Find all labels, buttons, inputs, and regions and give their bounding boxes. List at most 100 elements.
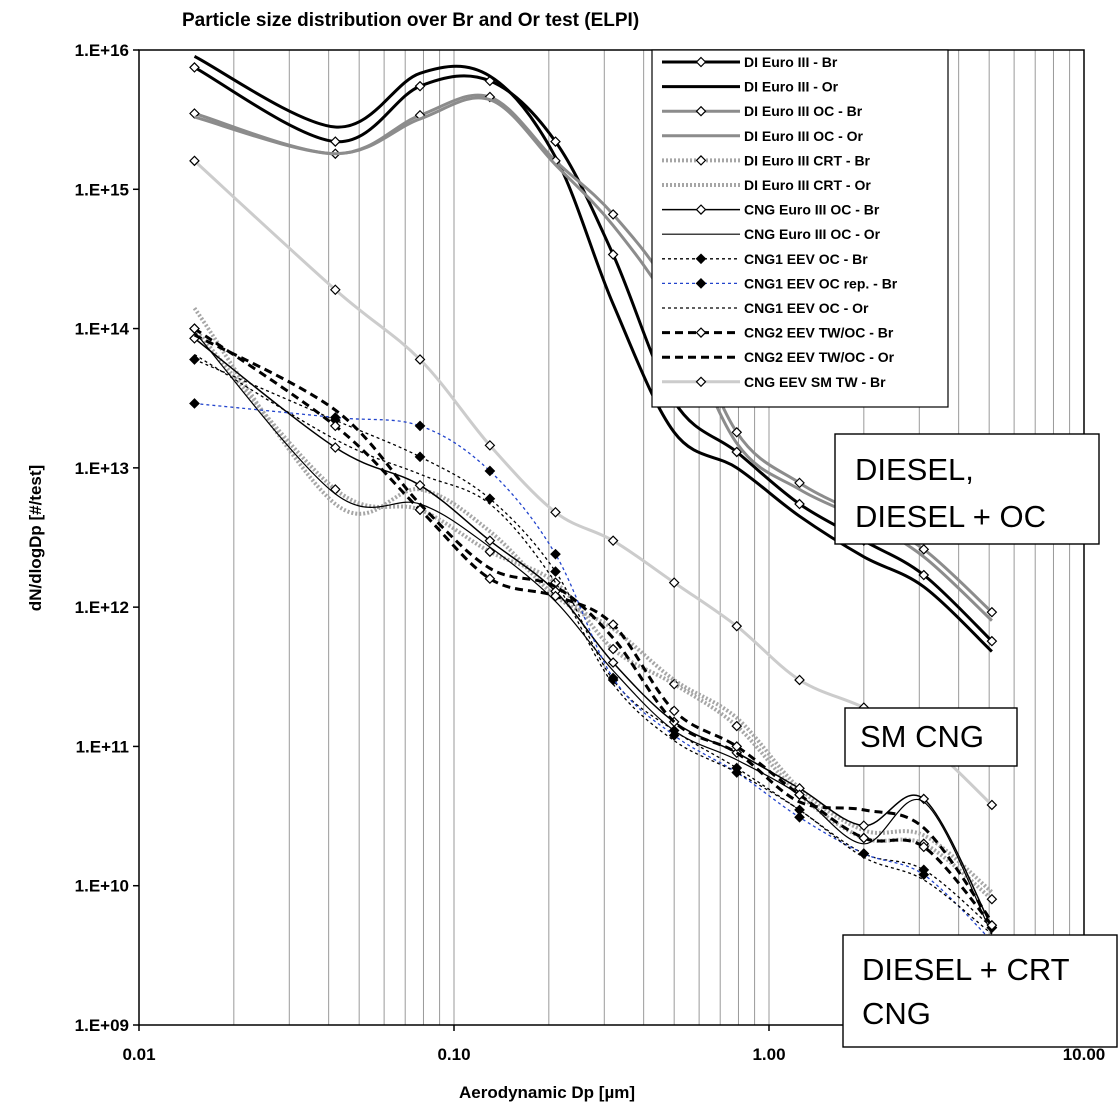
- legend-marker: [695, 327, 707, 338]
- legend-marker: [695, 105, 707, 117]
- series-line: [194, 354, 993, 935]
- legend-label: CNG Euro III OC - Br: [744, 202, 880, 218]
- data-point: [484, 573, 496, 585]
- series-line: [193, 327, 994, 927]
- data-point: [986, 635, 998, 647]
- series-4: [189, 323, 998, 905]
- data-point: [414, 420, 426, 432]
- legend-marker: [695, 253, 707, 265]
- data-point: [484, 465, 496, 477]
- data-point: [986, 893, 998, 905]
- data-point: [414, 451, 426, 463]
- legend-label: DI Euro III OC - Or: [744, 128, 864, 144]
- legend-entry: CNG EEV SM TW - Br: [662, 374, 886, 390]
- legend-marker: [695, 376, 707, 388]
- legend-label: CNG2 EEV TW/OC - Or: [744, 349, 895, 365]
- data-point: [731, 426, 743, 438]
- x-tick-label: 0.01: [122, 1045, 155, 1064]
- legend-entry: CNG2 EEV TW/OC - Br: [662, 325, 894, 341]
- legend-label: DI Euro III CRT - Br: [744, 152, 871, 168]
- data-point: [668, 678, 680, 690]
- data-point: [550, 590, 561, 602]
- legend-label: CNG1 EEV OC - Br: [744, 251, 868, 267]
- series-12: [193, 333, 994, 923]
- legend-entry: CNG2 EEV TW/OC - Or: [662, 349, 895, 365]
- data-point: [414, 479, 426, 491]
- data-point: [794, 811, 805, 823]
- legend-entry: CNG1 EEV OC - Or: [662, 300, 869, 316]
- annotations: DIESEL, DIESEL + OC SM CNG DIESEL + CRT CNG: [834, 433, 1118, 1048]
- x-tick-label: 0.10: [437, 1045, 470, 1064]
- series-line: [194, 331, 993, 935]
- series-line: [192, 327, 994, 901]
- legend-marker: [695, 278, 707, 289]
- data-point: [414, 80, 426, 92]
- data-point: [794, 674, 805, 686]
- annotation-callout: SM CNG: [844, 707, 1018, 767]
- callout-text: CNG: [862, 996, 931, 1031]
- data-point: [858, 820, 870, 831]
- data-point: [794, 477, 805, 489]
- data-point: [731, 720, 743, 732]
- legend-label: CNG1 EEV OC rep. - Br: [744, 275, 898, 291]
- legend-entry: DI Euro III OC - Br: [662, 103, 863, 119]
- legend-entry: CNG1 EEV OC - Br: [662, 251, 868, 267]
- data-point: [918, 869, 930, 881]
- data-point: [607, 643, 619, 655]
- legend-label: DI Euro III OC - Br: [744, 103, 863, 119]
- axis-ticks: 1.E+09 1.E+10 1.E+11 1.E+12 1.E+13 1.E+14 1.E+…: [75, 41, 1106, 1064]
- legend-entry: CNG Euro III OC - Or: [662, 226, 881, 242]
- y-tick-label: 1.E+09: [75, 1016, 129, 1035]
- legend-entry: DI Euro III - Or: [662, 79, 839, 95]
- data-point: [484, 546, 496, 558]
- data-point: [918, 543, 930, 555]
- series-line: [194, 402, 993, 942]
- callout-box: [842, 934, 1118, 1048]
- data-point: [668, 705, 680, 717]
- data-point: [607, 209, 619, 220]
- data-point: [550, 506, 561, 518]
- data-point: [189, 62, 200, 73]
- data-point: [607, 249, 619, 260]
- legend-entry: DI Euro III CRT - Or: [662, 177, 871, 193]
- data-point: [858, 832, 870, 844]
- series-lines: [189, 55, 998, 947]
- data-point: [484, 535, 496, 547]
- data-point: [918, 569, 930, 581]
- data-point: [794, 498, 805, 510]
- data-point: [986, 799, 998, 811]
- legend-entry: CNG1 EEV OC rep. - Br: [662, 275, 898, 291]
- legend-label: DI Euro III - Or: [744, 79, 839, 95]
- callout-box: [834, 433, 1100, 545]
- data-point: [607, 619, 619, 630]
- y-tick-label: 1.E+12: [75, 598, 129, 617]
- y-axis-label: dN/dlogDp [#/test]: [26, 465, 45, 611]
- legend-marker: [695, 204, 707, 215]
- legend-entry: DI Euro III OC - Or: [662, 128, 864, 144]
- series-10: [194, 354, 993, 935]
- x-tick-label: 10.00: [1063, 1045, 1106, 1064]
- chart-title: Particle size distribution over Br and O…: [182, 10, 639, 31]
- legend: DI Euro III - Br DI Euro III - Or DI Euro …: [651, 49, 949, 408]
- data-point: [668, 577, 680, 588]
- data-point: [794, 789, 805, 801]
- series-1: [193, 55, 993, 653]
- y-tick-label: 1.E+16: [75, 41, 129, 60]
- data-point: [668, 730, 680, 741]
- data-point: [986, 919, 998, 931]
- data-point: [329, 420, 341, 432]
- data-point: [607, 657, 619, 668]
- data-point: [550, 566, 561, 577]
- y-tick-label: 1.E+14: [75, 320, 130, 339]
- data-point: [858, 848, 870, 859]
- data-point: [731, 741, 743, 752]
- y-tick-label: 1.E+10: [75, 877, 129, 896]
- data-point: [986, 606, 998, 618]
- legend-label: CNG2 EEV TW/OC - Br: [744, 325, 894, 341]
- data-point: [918, 841, 930, 853]
- data-point: [189, 398, 200, 409]
- legend-label: CNG EEV SM TW - Br: [744, 374, 886, 390]
- data-point: [329, 284, 341, 296]
- series-line: [194, 337, 993, 928]
